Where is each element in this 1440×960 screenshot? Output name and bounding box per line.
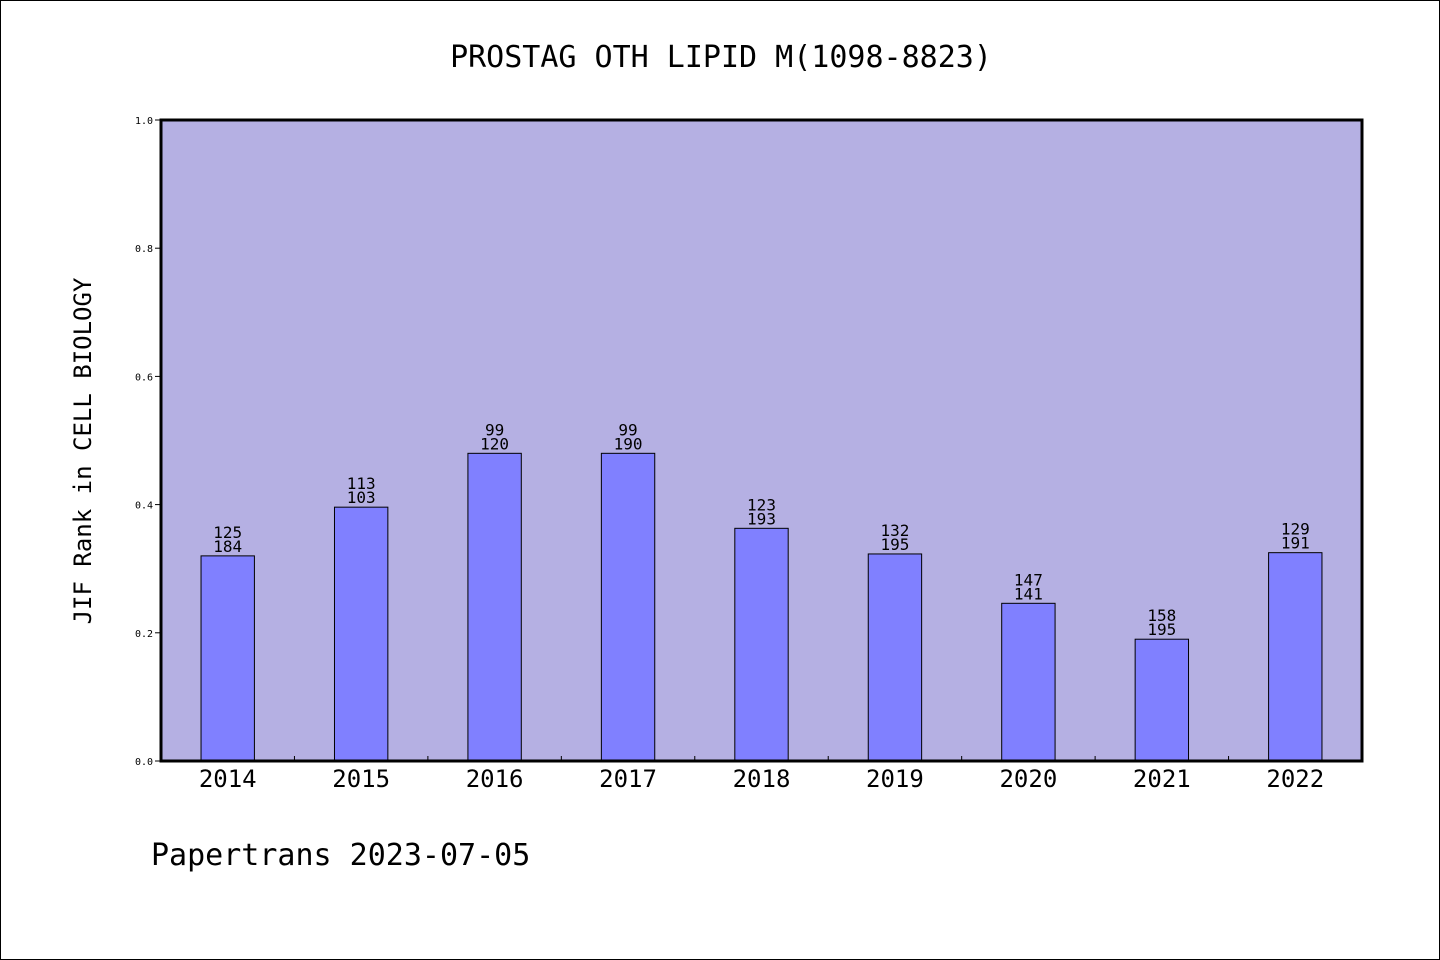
bar-label-bottom-2014: 184 [213,537,242,556]
bar-label-top-2018: 123 [747,495,776,514]
bar-label-bottom-2015: 103 [347,488,376,507]
bar-label-bottom-2018: 193 [747,509,776,528]
y-axis-ticks: 0.0 0.2 0.4 0.6 0.8 1.0 [135,116,161,768]
y-tick-label: 1.0 [135,116,153,127]
bar-label-top-2014: 125 [213,523,242,542]
y-axis-label: JIF Rank in CELL BIOLOGY [69,277,97,624]
bar-label-bottom-2019: 195 [880,535,909,554]
y-tick-label: 0.2 [135,629,153,640]
footer-credit: Papertrans 2023-07-05 [151,838,530,873]
bar-label-top-2015: 113 [347,474,376,493]
bar-label-top-2017: 99 [618,420,637,439]
x-tick-label-2018: 2018 [733,765,791,793]
x-tick-label-2017: 2017 [599,765,657,793]
x-tick-label-2015: 2015 [332,765,390,793]
x-tick-label-2019: 2019 [866,765,924,793]
x-tick-label-2021: 2021 [1133,765,1191,793]
chart-title: PROSTAG OTH LIPID M(1098-8823) [450,40,992,75]
bar-2014 [200,555,255,762]
y-tick-label: 0.6 [135,372,153,383]
x-tick-label-2014: 2014 [199,765,257,793]
bar-2020 [1001,602,1056,762]
bar-label-top-2022: 129 [1281,520,1310,539]
bar-label-top-2020: 147 [1014,570,1043,589]
bar-2022 [1268,552,1323,762]
bar-label-bottom-2021: 195 [1147,620,1176,639]
x-axis-ticks: 2014 2015 2016 2017 2018 2019 2020 2021 2022 [199,756,1324,793]
bar-2017 [600,452,656,762]
bar-2015 [333,506,389,762]
y-tick-label: 0.0 [135,757,153,768]
bar-label-top-2021: 158 [1147,606,1176,625]
y-tick-label: 0.8 [135,244,153,255]
bar-label-bottom-2017: 190 [614,434,643,453]
bar-label-bottom-2020: 141 [1014,584,1043,603]
bar-labels-group: 1251841131039912099190123193132195147141… [213,420,1309,639]
x-tick-label-2022: 2022 [1266,765,1324,793]
bar-2021 [1134,638,1190,762]
bar-2016 [467,452,522,762]
x-tick-label-2016: 2016 [466,765,524,793]
bar-label-top-2016: 99 [485,420,504,439]
bar-2018 [734,527,789,762]
plot-frame [159,118,1364,763]
x-tick-label-2020: 2020 [999,765,1057,793]
bar-label-top-2019: 132 [880,521,909,540]
bars-group [200,452,1323,762]
y-tick-label: 0.4 [135,501,153,512]
bar-label-bottom-2016: 120 [480,434,509,453]
bar-label-bottom-2022: 191 [1281,534,1310,553]
bar-2019 [867,553,923,762]
